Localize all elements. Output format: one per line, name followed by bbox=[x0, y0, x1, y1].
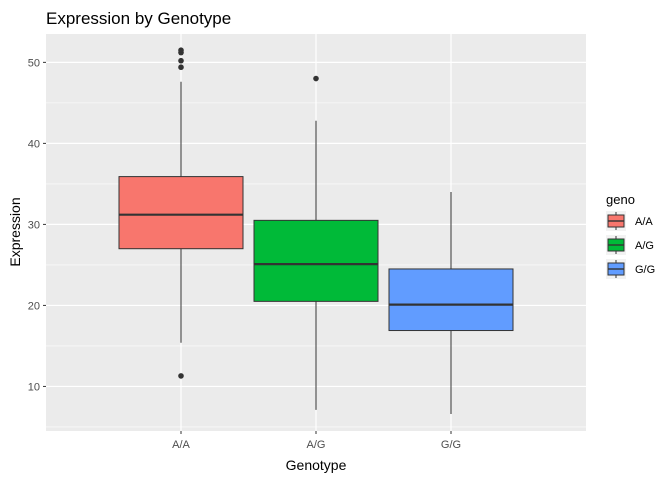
x-tick-label: A/G bbox=[307, 439, 326, 451]
y-axis: 10 20 30 40 50 bbox=[28, 57, 46, 393]
legend-title: geno bbox=[606, 192, 635, 207]
legend-label: G/G bbox=[635, 264, 655, 276]
legend: A/A A/G G/G bbox=[606, 211, 655, 279]
legend-item: G/G bbox=[606, 259, 655, 279]
boxplots bbox=[118, 47, 514, 414]
legend-item: A/G bbox=[606, 235, 654, 255]
y-tick-label: 20 bbox=[28, 300, 40, 312]
x-tick-label: A/A bbox=[172, 439, 190, 451]
y-tick-label: 10 bbox=[28, 381, 40, 393]
x-axis: A/A A/G G/G bbox=[172, 431, 461, 451]
outlier-point bbox=[178, 47, 184, 54]
box bbox=[118, 176, 244, 250]
y-tick-label: 50 bbox=[28, 57, 40, 69]
outlier-point bbox=[313, 75, 319, 82]
box bbox=[388, 268, 514, 332]
y-tick-label: 40 bbox=[28, 138, 40, 150]
outlier-point bbox=[178, 373, 184, 379]
outlier-point bbox=[178, 64, 184, 71]
boxplot-ag bbox=[253, 75, 379, 410]
x-tick-label: G/G bbox=[441, 439, 461, 451]
legend-label: A/G bbox=[635, 240, 654, 252]
boxplot-gg bbox=[388, 191, 514, 414]
chart-title: Expression by Genotype bbox=[46, 9, 231, 28]
boxplot-aa bbox=[118, 47, 244, 379]
outlier-point bbox=[178, 57, 184, 64]
box bbox=[253, 219, 379, 302]
legend-item: A/A bbox=[606, 211, 653, 231]
x-axis-title: Genotype bbox=[286, 457, 347, 473]
legend-label: A/A bbox=[635, 216, 653, 228]
y-axis-title: Expression bbox=[7, 197, 23, 266]
y-tick-label: 30 bbox=[28, 219, 40, 231]
